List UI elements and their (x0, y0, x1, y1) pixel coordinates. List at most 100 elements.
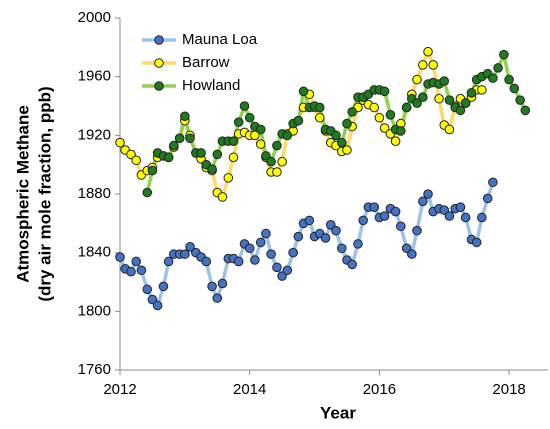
data-point (233, 256, 244, 267)
data-point (142, 284, 153, 295)
data-point (358, 215, 368, 226)
legend-marker (154, 35, 164, 45)
data-point (320, 233, 331, 243)
data-point (455, 105, 466, 116)
data-point (255, 124, 266, 135)
data-point (272, 140, 282, 151)
data-point (261, 228, 271, 239)
data-point (126, 149, 136, 160)
data-point (509, 83, 520, 94)
data-point (342, 145, 352, 155)
x-axis-title: Year (320, 403, 356, 422)
data-point (336, 243, 347, 254)
data-point (314, 112, 325, 123)
data-point (477, 212, 487, 223)
data-point (493, 63, 503, 73)
data-point (353, 239, 363, 249)
x-tick-label: 2018 (492, 381, 525, 398)
data-point (482, 193, 493, 204)
data-point (207, 281, 217, 292)
data-point (499, 49, 509, 60)
data-point (288, 247, 298, 258)
data-point (488, 177, 498, 188)
data-point (185, 242, 195, 252)
data-point (115, 137, 125, 148)
data-point (444, 124, 455, 135)
data-point (163, 256, 174, 267)
legend-label: Barrow (182, 54, 230, 71)
data-point (212, 149, 223, 160)
data-point (131, 155, 142, 166)
data-point (293, 231, 304, 242)
data-point (455, 202, 466, 212)
data-point (261, 151, 271, 161)
data-point (418, 196, 428, 207)
data-point (212, 293, 223, 303)
legend-marker (154, 58, 164, 68)
data-point (379, 86, 390, 97)
data-point (423, 189, 433, 199)
data-point (379, 211, 390, 221)
data-point (180, 249, 190, 259)
data-point (477, 85, 487, 95)
data-point (163, 152, 174, 163)
series-line (145, 52, 527, 193)
y-tick-label: 1800 (78, 302, 111, 319)
data-point (471, 237, 482, 248)
data-point (126, 266, 136, 277)
data-point (347, 107, 357, 117)
data-point (407, 249, 417, 259)
data-point (336, 137, 347, 148)
data-point (460, 98, 471, 108)
data-point (520, 105, 531, 116)
data-point (412, 98, 422, 108)
data-point (401, 102, 412, 113)
data-point (439, 76, 450, 86)
data-point (434, 93, 444, 104)
data-point (201, 256, 212, 267)
data-point (174, 133, 185, 144)
data-point (217, 192, 228, 202)
data-point (233, 117, 244, 127)
data-point (401, 243, 412, 254)
data-point (390, 136, 401, 146)
data-point (131, 256, 142, 267)
data-point (266, 249, 276, 259)
data-point (207, 164, 217, 174)
data-point (379, 123, 390, 133)
data-point (418, 60, 428, 70)
legend-marker (154, 81, 164, 91)
data-point (418, 92, 428, 102)
data-point (272, 262, 282, 273)
data-point (142, 187, 153, 198)
data-point (515, 95, 525, 105)
data-point (244, 112, 255, 123)
series-line (118, 181, 495, 308)
y-tick-label: 1920 (78, 126, 111, 143)
data-point (331, 225, 341, 236)
data-point (277, 271, 287, 281)
x-tick-label: 2016 (363, 381, 396, 398)
data-point (395, 221, 406, 232)
data-point (115, 252, 125, 262)
data-point (444, 211, 455, 221)
data-point (412, 225, 422, 236)
data-point (342, 118, 352, 129)
data-point (369, 202, 380, 212)
data-point (277, 156, 287, 167)
legend-label: Mauna Loa (182, 31, 258, 48)
data-point (228, 136, 239, 146)
data-point (314, 102, 325, 113)
data-point (504, 74, 514, 85)
data-point (428, 60, 439, 70)
data-point (147, 165, 158, 176)
data-point (444, 95, 455, 105)
data-point (390, 206, 401, 217)
y-tick-label: 2000 (78, 9, 111, 26)
data-point (255, 139, 266, 149)
data-point (158, 281, 169, 292)
data-point (255, 237, 266, 248)
data-point (331, 130, 341, 141)
data-point (272, 167, 282, 177)
